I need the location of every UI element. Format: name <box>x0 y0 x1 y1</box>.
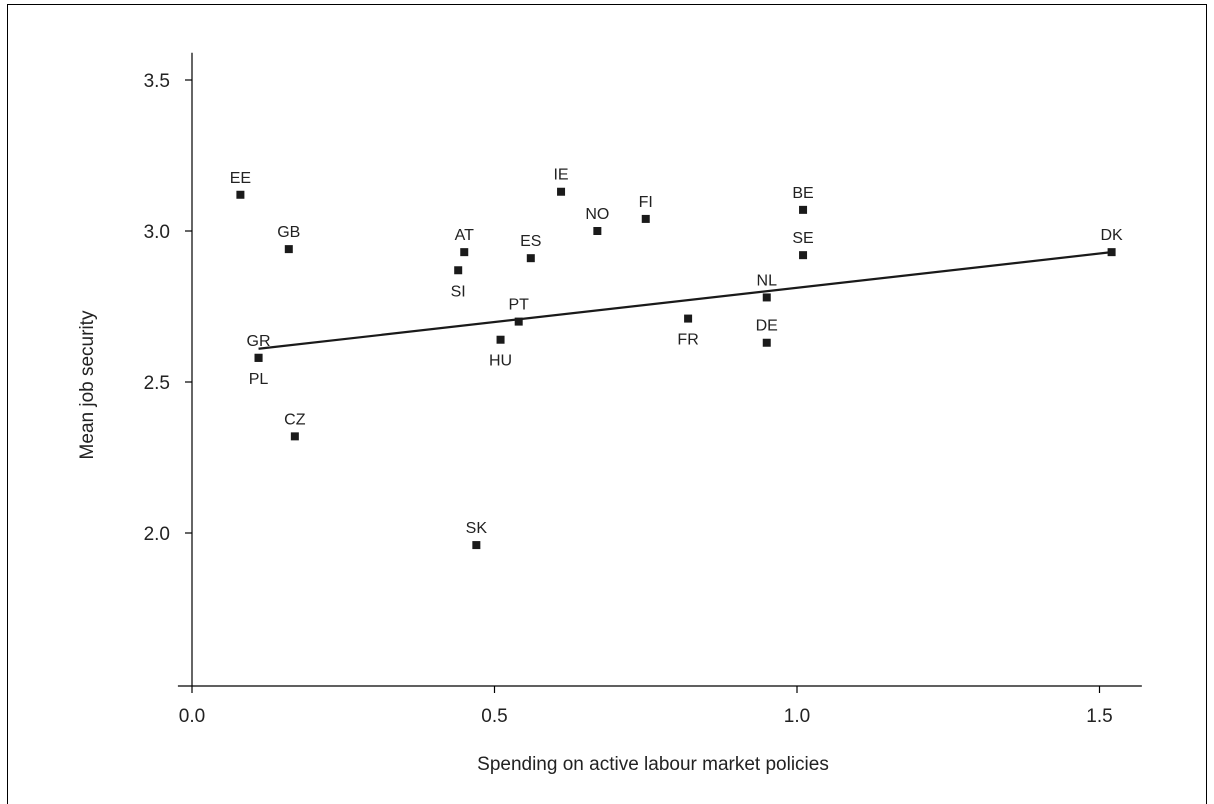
x-tick-label: 1.0 <box>784 706 810 727</box>
point-label-gr: GR <box>247 333 271 350</box>
point-label-gb: GB <box>277 224 300 241</box>
point-label-fi: FI <box>639 194 653 211</box>
x-tick-label: 1.5 <box>1086 706 1112 727</box>
point-marker-si <box>454 266 463 275</box>
point-marker-cz <box>290 432 299 441</box>
point-label-pl: PL <box>249 371 269 388</box>
point-label-hu: HU <box>489 353 512 370</box>
point-label-pt: PT <box>508 297 529 314</box>
x-tick-label: 0.0 <box>179 706 205 727</box>
point-label-fr: FR <box>677 332 698 349</box>
x-tick-label: 0.5 <box>481 706 507 727</box>
point-marker-de <box>762 338 771 347</box>
points-group: EE GB GR PL CZ AT SI ES IE NO FI PT HU SK FR BE SE NL DE DK <box>230 167 1123 550</box>
y-tick-label: 2.0 <box>144 524 170 545</box>
point-marker-pl <box>254 353 263 362</box>
point-marker-se <box>799 251 808 260</box>
y-tick-label: 2.5 <box>144 373 170 394</box>
point-marker-ee <box>236 190 245 199</box>
point-label-be: BE <box>792 185 813 202</box>
point-label-se: SE <box>792 230 813 247</box>
trendline-group <box>258 251 1112 350</box>
point-label-dk: DK <box>1100 227 1123 244</box>
point-label-cz: CZ <box>284 411 306 428</box>
point-marker-hu <box>496 335 505 344</box>
figure-frame <box>7 4 1207 804</box>
point-marker-no <box>593 227 602 235</box>
point-marker-fr <box>684 314 693 323</box>
point-label-es: ES <box>520 233 541 250</box>
point-marker-sk <box>472 541 481 550</box>
y-tick-label: 3.5 <box>144 71 170 92</box>
y-tick-label: 3.0 <box>144 222 170 243</box>
point-marker-pt <box>514 317 523 326</box>
point-marker-nl <box>762 293 771 302</box>
point-marker-dk <box>1107 248 1116 257</box>
point-marker-fi <box>641 214 650 223</box>
point-label-sk: SK <box>466 520 488 537</box>
point-marker-at <box>460 248 469 257</box>
x-axis-label: Spending on active labour market policie… <box>477 754 829 775</box>
trendline <box>258 251 1112 350</box>
point-label-ie: IE <box>553 167 568 184</box>
point-label-de: DE <box>756 318 778 335</box>
point-marker-es <box>526 254 535 263</box>
point-marker-ie <box>557 187 566 196</box>
y-axis-label: Mean job security <box>77 310 98 459</box>
point-marker-gb <box>284 245 293 254</box>
point-label-si: SI <box>451 283 466 300</box>
point-label-ee: EE <box>230 170 251 187</box>
point-label-nl: NL <box>757 272 778 289</box>
point-label-no: NO <box>585 206 609 223</box>
point-label-at: AT <box>455 227 474 244</box>
axes: 0.0 0.5 1.0 1.5 2.0 2.5 3.0 3.5 <box>144 52 1142 727</box>
point-marker-be <box>799 205 808 214</box>
